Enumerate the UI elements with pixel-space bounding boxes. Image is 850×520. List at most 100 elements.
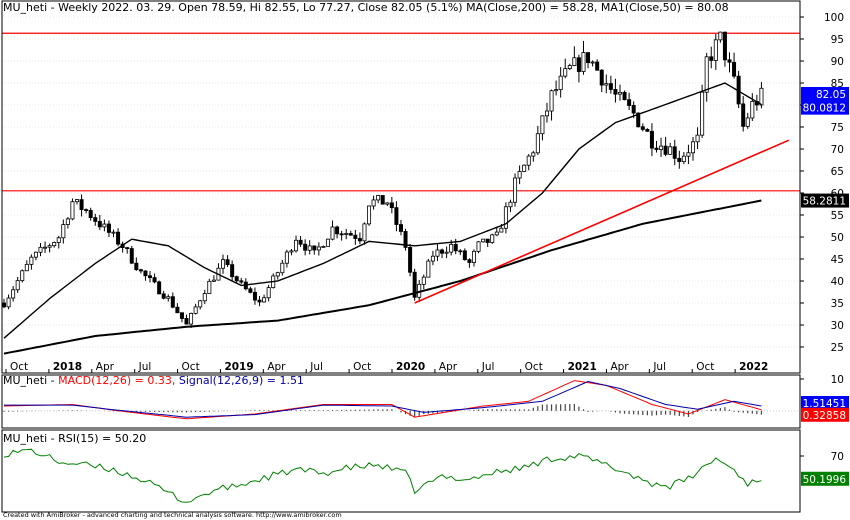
price-y-tick-label: 95	[831, 34, 844, 46]
candle-body	[732, 61, 737, 77]
candle-body	[677, 157, 682, 162]
candle-body	[157, 281, 162, 295]
candle-body	[458, 250, 463, 253]
candle-body	[93, 217, 98, 222]
candle-body	[175, 306, 180, 314]
candle-body	[668, 146, 673, 155]
candle-body	[471, 250, 476, 263]
price-trend-line	[414, 139, 790, 304]
candle-body	[595, 61, 600, 71]
candle-body	[513, 177, 518, 203]
candle-body	[316, 246, 321, 251]
candle-body	[640, 126, 645, 130]
macd-y-axis: 10	[800, 374, 844, 386]
candle-body	[449, 243, 454, 253]
candle-body	[462, 250, 467, 261]
candle-body	[517, 171, 522, 179]
rsi-y-tick-label: 70	[831, 451, 844, 463]
candle-body	[266, 287, 271, 299]
candle-body	[690, 141, 695, 154]
candle-body	[722, 31, 727, 61]
candle-body	[567, 65, 572, 70]
candle-body	[435, 249, 440, 257]
candle-body	[476, 241, 481, 252]
price-x-tick-label: Apr	[96, 361, 115, 373]
rsi-panel-title: MU_heti - RSI(15) = 50.20	[3, 432, 146, 445]
candle-body	[700, 91, 705, 136]
macd-title-prefix: MU_heti -	[3, 374, 58, 387]
candle-body	[663, 145, 668, 155]
candle-body	[88, 210, 93, 219]
candle-body	[116, 231, 121, 245]
macd-value-label-text: 0.32858	[803, 410, 846, 422]
candle-body	[61, 224, 66, 239]
candle-body	[371, 199, 376, 207]
candle-body	[709, 56, 714, 61]
macd-signal-value-label-text: 1.51451	[803, 398, 846, 410]
price-x-tick-label: Apr	[439, 361, 458, 373]
candle-body	[65, 218, 70, 226]
candle-body	[353, 234, 358, 239]
macd-signal-value-label: 1.51451	[801, 395, 849, 410]
candle-body	[540, 115, 545, 135]
candle-body	[608, 83, 613, 90]
candle-body	[695, 134, 700, 143]
candle-body	[303, 243, 308, 251]
price-value-labels: 82.05 80.0812 58.2811	[801, 86, 849, 208]
candle-body	[207, 280, 212, 294]
candle-body	[43, 246, 48, 249]
candle-body	[631, 105, 636, 114]
candle-body	[325, 238, 330, 247]
candle-body	[389, 202, 394, 209]
panel-frames	[1, 0, 801, 513]
candle-body	[759, 87, 764, 106]
price-x-tick-label: Apr	[610, 361, 629, 373]
price-x-tick-label: 2022	[739, 361, 768, 373]
ma50-value-label: 80.0812	[801, 100, 849, 115]
last-close-label-text: 82.05	[816, 89, 846, 101]
candle-body	[554, 89, 559, 92]
candle-body	[535, 133, 540, 154]
candle-body	[659, 145, 664, 150]
candle-body	[558, 75, 563, 90]
candle-body	[467, 259, 472, 263]
candle-body	[298, 239, 303, 245]
candle-body	[586, 52, 591, 64]
candle-body	[426, 260, 431, 278]
price-x-tick-label: Oct	[182, 361, 200, 373]
candle-body	[453, 243, 458, 252]
price-x-tick-label: 2021	[568, 361, 597, 373]
candle-body	[75, 199, 80, 203]
candle-body	[544, 110, 549, 117]
candle-body	[125, 247, 130, 249]
candle-body	[604, 83, 609, 86]
signal-line	[4, 380, 762, 418]
candle-body	[686, 152, 691, 157]
rsi-value-label-text: 50.1996	[803, 474, 847, 486]
rsi-line	[3, 448, 762, 503]
candle-body	[289, 250, 294, 253]
panel-frame-1	[1, 374, 801, 429]
price-y-tick-label: 50	[831, 232, 844, 244]
candle-body	[704, 56, 709, 93]
ma200-value-label-box	[801, 193, 849, 208]
candle-body	[262, 297, 267, 303]
candle-body	[590, 61, 595, 64]
candle-body	[221, 259, 226, 269]
candle-body	[6, 297, 11, 308]
candle-body	[362, 223, 367, 242]
ma50-value-label-box	[801, 100, 849, 115]
rsi-panel: 70 50.1996 MU_heti - RSI(15) = 50.20	[3, 432, 849, 503]
candle-body	[312, 245, 317, 251]
candle-body	[672, 146, 677, 159]
price-y-tick-label: 25	[831, 342, 844, 354]
candle-body	[330, 226, 335, 240]
macd-title-macd: MACD(12,26) = 0.33,	[58, 374, 179, 387]
candle-body	[166, 296, 171, 299]
candle-body	[549, 90, 554, 112]
candle-body	[106, 223, 111, 233]
candle-body	[403, 231, 408, 248]
